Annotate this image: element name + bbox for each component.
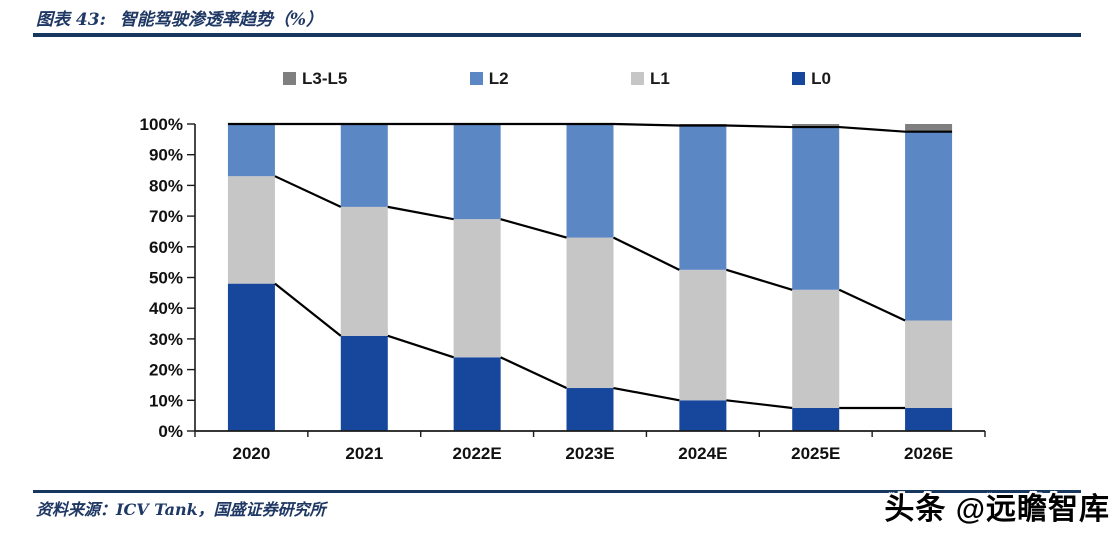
bar-segment-L2 (679, 125, 727, 270)
bar-segment-L3-L5 (792, 124, 840, 128)
bar-segment-L0 (679, 400, 727, 431)
bars-group (227, 124, 953, 431)
source-note: 资料来源：ICV Tank，国盛证券研究所 (36, 500, 326, 519)
bar-segment-L3-L5 (905, 124, 953, 132)
watermark: 头条 @远瞻智库 (884, 493, 1110, 526)
bar-segment-L1 (227, 176, 275, 284)
bar-segment-L0 (453, 357, 501, 431)
bar-segment-L0 (340, 335, 388, 431)
bar-segment-L1 (792, 289, 840, 408)
legend-label: L0 (811, 69, 831, 88)
x-category-label: 2020 (233, 444, 271, 463)
figure-title: 图表 43: 智能驾驶渗透率趋势（%） (36, 5, 323, 30)
legend-swatch-l1 (630, 72, 644, 85)
y-tick-label: 60% (149, 238, 183, 257)
y-tick-label: 90% (149, 146, 183, 165)
bar-segment-L1 (566, 237, 614, 389)
y-tick-label: 10% (149, 391, 183, 410)
bar-segment-L2 (340, 124, 388, 207)
bar-segment-L2 (453, 124, 501, 220)
bar-segment-L0 (905, 407, 953, 431)
legend-item-l2: L2 (469, 69, 509, 88)
bar-segment-L1 (679, 269, 727, 401)
x-category-label: 2021 (345, 444, 383, 463)
y-tick-label: 40% (149, 299, 183, 318)
x-category-label: 2023E (565, 444, 614, 463)
bar-segment-L1 (905, 320, 953, 408)
x-category-label: 2025E (791, 444, 840, 463)
bar-segment-L1 (340, 206, 388, 336)
legend-item-l1: L1 (630, 69, 670, 88)
chart-legend: L3-L5 L2 L1 L0 (283, 70, 831, 87)
legend-swatch-l3-l5 (283, 72, 296, 85)
overlay-lines-group (227, 122, 953, 410)
l2-boundary-line (227, 122, 953, 133)
footer-divider-rule (33, 490, 1081, 493)
bar-segment-L0 (227, 283, 275, 431)
bar-segment-L0 (792, 407, 840, 431)
bar-segment-L2 (227, 124, 275, 177)
legend-item-l0: L0 (792, 70, 831, 87)
y-tick-label: 70% (149, 207, 183, 226)
figure-number: 图表 43: (36, 10, 106, 30)
legend-item-l3-l5: L3-L5 (283, 70, 347, 87)
legend-label: L2 (488, 69, 509, 88)
legend-swatch-l2 (469, 72, 483, 85)
y-tick-label: 80% (149, 176, 183, 195)
title-divider-rule (33, 33, 1081, 37)
y-tick-label: 20% (149, 361, 183, 380)
y-tick-label: 30% (149, 330, 183, 349)
axes-group: 0% 10% 20% 30% 40% 50% 60% 70% 80% 90% 100% 2020 202… (140, 115, 986, 463)
bar-segment-L2 (905, 131, 953, 321)
x-category-label: 2024E (678, 444, 727, 463)
y-tick-label: 0% (158, 422, 183, 441)
legend-label: L3-L5 (302, 69, 348, 88)
bar-segment-L1 (453, 219, 501, 358)
legend-label: L1 (649, 69, 670, 88)
bar-segment-L0 (566, 388, 614, 431)
x-category-label: 2026E (904, 444, 953, 463)
x-category-label: 2022E (453, 444, 502, 463)
bar-segment-L2 (792, 127, 840, 290)
bar-segment-L2 (566, 124, 614, 238)
legend-swatch-l0 (792, 72, 806, 85)
y-tick-label: 100% (140, 115, 183, 134)
y-tick-label: 50% (149, 268, 183, 287)
figure-title-text: 智能驾驶渗透率趋势（%） (119, 10, 324, 30)
